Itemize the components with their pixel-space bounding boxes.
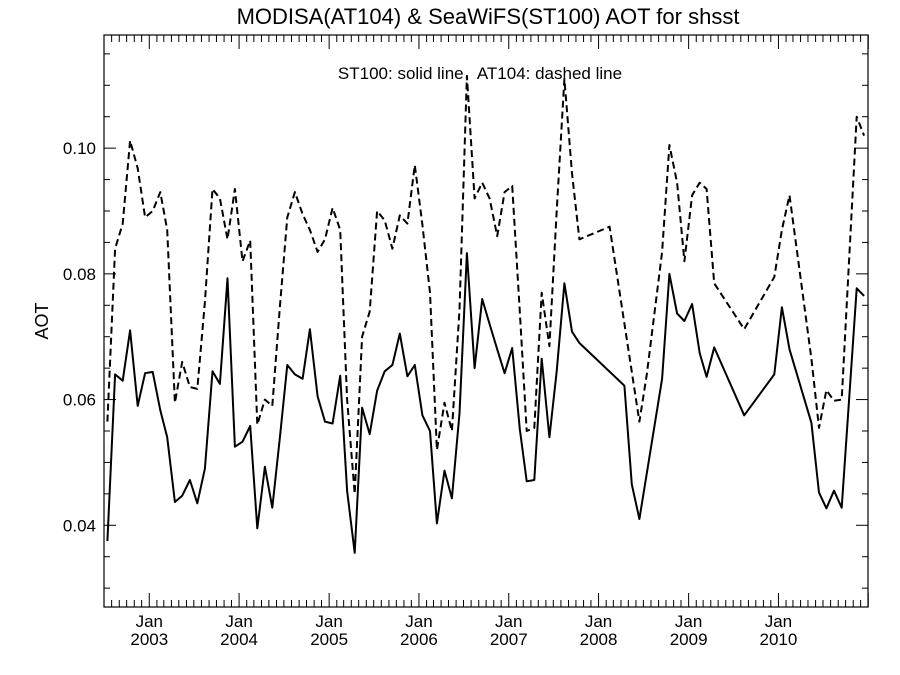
y-tick-label: 0.06 bbox=[63, 391, 96, 410]
x-tick-label-year: 2007 bbox=[490, 630, 528, 649]
x-tick-label-month: Jan bbox=[585, 612, 612, 631]
x-tick-label-month: Jan bbox=[495, 612, 522, 631]
series-line-solid bbox=[106, 252, 865, 554]
axis-ticks bbox=[103, 35, 869, 607]
y-tick-label: 0.08 bbox=[63, 265, 96, 284]
y-axis-label: AOT bbox=[32, 302, 52, 339]
line-style-annotation: ST100: solid line AT104: dashed line bbox=[338, 64, 622, 83]
y-tick-label: 0.04 bbox=[63, 516, 96, 535]
series-group bbox=[106, 74, 866, 554]
x-tick-label-year: 2006 bbox=[400, 630, 438, 649]
x-tick-label-month: Jan bbox=[136, 612, 163, 631]
x-tick-label-year: 2010 bbox=[760, 630, 798, 649]
x-tick-label-year: 2005 bbox=[310, 630, 348, 649]
axis-tick-labels: 0.040.060.080.10Jan2003Jan2004Jan2005Jan… bbox=[63, 139, 797, 649]
plot-frame bbox=[103, 34, 869, 608]
x-tick-label-month: Jan bbox=[675, 612, 702, 631]
x-tick-label-year: 2008 bbox=[580, 630, 618, 649]
x-tick-label-month: Jan bbox=[315, 612, 342, 631]
x-tick-label-year: 2003 bbox=[130, 630, 168, 649]
x-tick-label-year: 2004 bbox=[220, 630, 258, 649]
series-line-dashed bbox=[106, 74, 866, 495]
x-tick-label-month: Jan bbox=[225, 612, 252, 631]
y-tick-label: 0.10 bbox=[63, 139, 96, 158]
x-tick-label-month: Jan bbox=[765, 612, 792, 631]
x-tick-label-month: Jan bbox=[405, 612, 432, 631]
chart-title: MODISA(AT104) & SeaWiFS(ST100) AOT for s… bbox=[237, 4, 740, 29]
x-tick-label-year: 2009 bbox=[670, 630, 708, 649]
